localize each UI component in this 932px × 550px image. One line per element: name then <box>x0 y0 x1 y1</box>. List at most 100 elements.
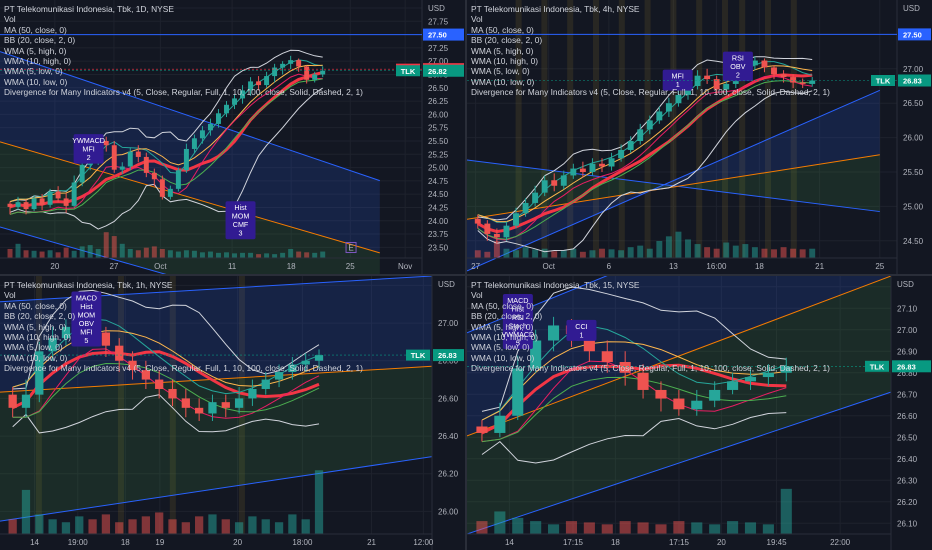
candle <box>248 77 254 96</box>
volume-bar <box>301 519 310 534</box>
candle <box>601 340 613 373</box>
volume-bar <box>608 249 615 258</box>
volume-bar <box>513 250 519 258</box>
candle <box>618 144 625 162</box>
candle <box>199 126 205 144</box>
candles <box>476 316 792 442</box>
candle <box>655 381 667 412</box>
candle <box>256 76 262 91</box>
candle <box>320 66 326 78</box>
candle-body <box>119 166 125 170</box>
candle <box>35 341 44 403</box>
volume-bar <box>691 522 703 534</box>
wma-5-high-line <box>9 59 323 203</box>
volume-bar <box>274 522 284 534</box>
divergence-label-text: MOM <box>78 310 96 319</box>
candle <box>771 65 777 80</box>
y-tick-label: 24.00 <box>428 217 449 226</box>
candle-body <box>675 94 682 104</box>
divergence-label-text: YWMACD <box>72 136 105 145</box>
candle <box>71 175 77 208</box>
candle-body <box>39 198 45 205</box>
y-tick-label: 27.00 <box>428 57 449 66</box>
candle <box>799 78 806 89</box>
price-tag-value: 26.82 <box>428 67 447 76</box>
volume-bar <box>199 252 205 258</box>
divergence-band <box>618 0 625 258</box>
chart-panel-15m[interactable]: MACD Hist RSI Stoch VWMACD 5 CCI 1 USD 27.10 27.00… <box>467 276 932 550</box>
wma-10-low-line <box>12 362 320 418</box>
volume-bar <box>280 252 286 258</box>
x-tick-label: 13 <box>669 262 678 271</box>
bb-lower-line <box>481 412 787 464</box>
volume-bar <box>627 247 634 258</box>
candle <box>63 193 69 213</box>
candle <box>723 79 730 93</box>
candle-body <box>47 191 53 205</box>
candle-body <box>208 402 217 414</box>
candle-body <box>312 74 318 80</box>
volume-bar <box>709 524 721 534</box>
volume-bar <box>601 524 613 534</box>
candle-body <box>261 379 270 389</box>
candle-body <box>494 415 506 433</box>
candle-body <box>522 202 529 214</box>
channel-lower-line <box>0 456 433 522</box>
channel-upper-line <box>467 89 881 272</box>
candle-body <box>31 198 37 210</box>
chart-panel-1h[interactable]: MACD Hist MOM OBV MFI 5 USD 27.00 26.80 26.60 26.4… <box>0 276 465 550</box>
x-tick-label: 18 <box>121 538 130 547</box>
candle <box>288 55 294 70</box>
candle-body <box>780 366 792 373</box>
volume-bar <box>248 252 254 258</box>
candle <box>135 145 141 163</box>
candle-body <box>151 172 157 180</box>
x-tick-label: 18:00 <box>292 538 313 547</box>
candle <box>8 387 17 418</box>
candle-body <box>111 145 117 170</box>
y-tick-label: 26.25 <box>428 97 449 106</box>
volume-bar <box>183 250 189 258</box>
divergence-label-text: Stoch <box>509 322 527 331</box>
candle-body <box>723 83 730 90</box>
volume-bar <box>530 521 542 534</box>
candle-body <box>35 351 44 395</box>
divergence-label-text: CCI <box>575 322 587 331</box>
candle-body <box>619 362 631 373</box>
candle-body <box>762 372 774 378</box>
candle-body <box>264 76 270 86</box>
price-tag-value: 26.83 <box>897 362 916 371</box>
horizontal-divider[interactable] <box>0 274 932 276</box>
volume-bar <box>272 254 278 258</box>
candle <box>476 420 488 442</box>
price-tag-value-box <box>423 64 464 77</box>
volume-bar <box>541 248 548 258</box>
volume-bar <box>727 521 739 534</box>
x-tick-label: 19 <box>155 538 164 547</box>
candle-body <box>61 326 71 339</box>
candle-body <box>532 192 539 203</box>
divergence-label-box <box>73 134 104 164</box>
candle-body <box>135 151 141 157</box>
candle-body <box>691 400 703 410</box>
volume-bar <box>619 521 631 534</box>
x-tick-label: 21 <box>367 538 376 547</box>
divergence-band <box>541 0 548 258</box>
divergence-band <box>567 0 574 258</box>
candle-body <box>23 202 29 210</box>
volume-bar <box>55 252 61 258</box>
divergence-label-box <box>662 69 693 91</box>
divergence-label-box <box>502 294 533 350</box>
volume-bar <box>314 470 324 534</box>
volume-bar <box>771 249 777 258</box>
volume-bar <box>8 519 17 534</box>
x-tick-label: Oct <box>154 262 167 271</box>
candle-body <box>790 77 797 83</box>
divergence-band <box>515 0 522 258</box>
volume-bar <box>685 239 691 258</box>
channel-upper-line <box>0 51 380 182</box>
y-tick-label: 26.20 <box>438 470 459 479</box>
